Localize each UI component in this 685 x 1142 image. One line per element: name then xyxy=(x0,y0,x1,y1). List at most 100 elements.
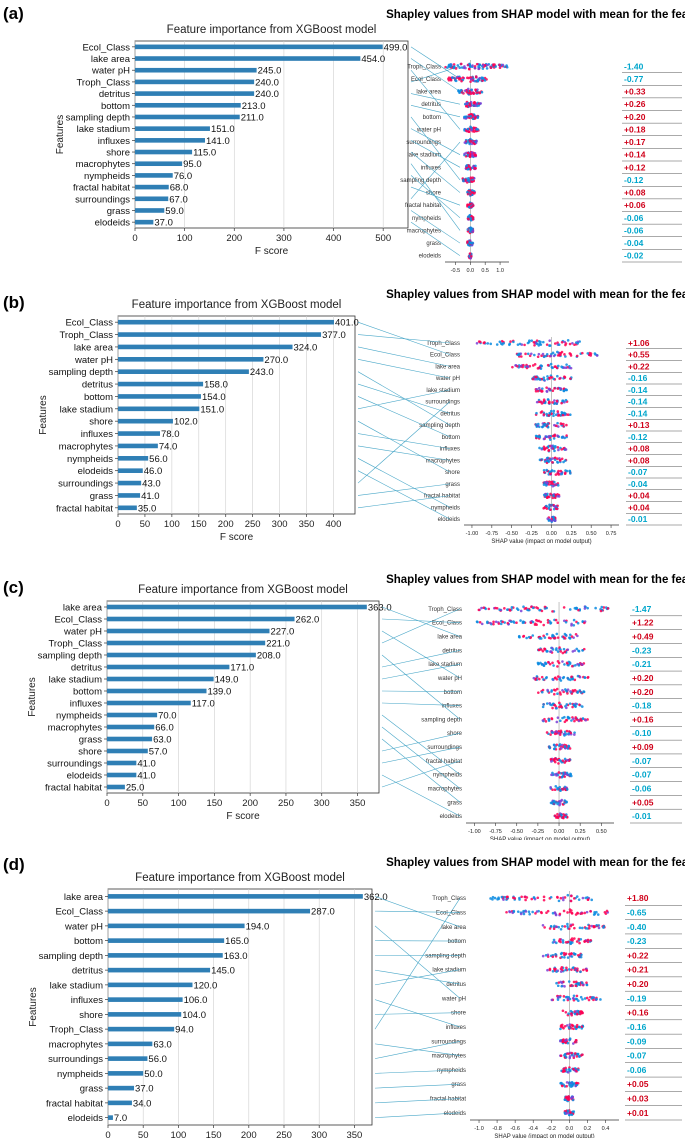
shap-mean-value: -0.09 xyxy=(627,1036,647,1046)
bar xyxy=(135,102,241,108)
bar-value-label: 57.0 xyxy=(149,747,168,758)
bar xyxy=(118,357,264,362)
shap-point xyxy=(551,648,555,651)
panel-c: (c) Feature importance from XGBoost model… xyxy=(0,565,685,840)
shap-point xyxy=(468,104,471,107)
bar xyxy=(135,56,361,61)
shap-point xyxy=(535,339,539,342)
shap-point xyxy=(573,1040,577,1044)
shap-point xyxy=(466,151,470,155)
shap-point xyxy=(564,620,568,624)
shap-point xyxy=(581,663,584,666)
bar xyxy=(108,1012,182,1017)
connector-line xyxy=(357,401,451,484)
shap-point xyxy=(579,937,583,941)
shap-feature-label: lake stadium xyxy=(426,388,460,394)
shap-x-tick-label: -1.0 xyxy=(474,1126,483,1132)
shap-mean-value: +0.03 xyxy=(627,1094,649,1104)
shap-point xyxy=(555,981,558,985)
shap-point xyxy=(573,688,577,692)
shap-point xyxy=(531,364,535,367)
shap-point xyxy=(565,1084,568,1088)
x-tick-label: 350 xyxy=(350,798,366,809)
shap-point xyxy=(556,434,559,438)
shap-point xyxy=(456,64,460,67)
shap-point xyxy=(592,998,595,1002)
bar-value-label: 117.0 xyxy=(192,699,215,710)
shap-point xyxy=(516,910,520,913)
shap-point xyxy=(480,622,484,626)
shap-point xyxy=(537,619,541,623)
panel-label: (a) xyxy=(3,4,24,23)
panel-label: (c) xyxy=(3,578,24,597)
shap-point xyxy=(542,898,546,902)
shap-point xyxy=(473,101,477,104)
shap-point xyxy=(556,341,559,344)
bar-value-label: 377.0 xyxy=(322,330,346,341)
shap-x-tick-label: -0.6 xyxy=(510,1126,519,1132)
shap-point xyxy=(558,677,561,681)
y-tick-label: lake stadium xyxy=(77,124,130,135)
connector-line xyxy=(357,445,451,461)
shap-point xyxy=(492,620,495,624)
shap-point xyxy=(548,967,552,971)
shap-point xyxy=(565,788,569,791)
y-tick-label: macrophytes xyxy=(59,441,114,452)
shap-point xyxy=(560,472,563,476)
shap-feature-label: macrophytes xyxy=(407,228,441,234)
shap-point xyxy=(573,1012,577,1016)
shap-point xyxy=(554,953,557,956)
bar xyxy=(118,344,293,350)
shap-point xyxy=(575,1012,579,1016)
shap-point xyxy=(545,702,549,705)
shap-point xyxy=(573,926,576,930)
y-tick-label: grass xyxy=(80,1084,103,1095)
shap-point xyxy=(575,647,579,651)
shap-point xyxy=(461,76,465,79)
shap-point xyxy=(533,353,536,357)
shap-point xyxy=(523,343,526,347)
shap-point xyxy=(549,492,552,496)
x-tick-label: 100 xyxy=(164,519,180,530)
x-tick-label: 500 xyxy=(375,233,391,244)
shap-point xyxy=(519,609,523,613)
shap-x-tick-label: -0.25 xyxy=(525,531,538,537)
shap-point xyxy=(470,77,473,81)
shap-point xyxy=(557,762,560,765)
shap-mean-value: -0.06 xyxy=(632,783,652,793)
shap-point xyxy=(498,608,501,611)
y-tick-label: detritus xyxy=(72,966,103,977)
shap-point xyxy=(561,676,565,680)
shap-point xyxy=(519,912,523,916)
y-tick-label: bottom xyxy=(74,936,103,947)
connector-line xyxy=(357,420,451,473)
shap-point xyxy=(541,954,545,958)
y-tick-label: detritus xyxy=(71,663,102,674)
shap-point xyxy=(602,926,605,929)
shap-point xyxy=(546,955,550,958)
shap-point xyxy=(583,621,586,625)
shap-feature-label: elodeids xyxy=(438,517,460,523)
bar xyxy=(135,173,173,178)
shap-point xyxy=(566,716,570,719)
shap-point xyxy=(562,813,565,816)
shap-mean-value: +0.20 xyxy=(632,687,654,697)
shap-point xyxy=(557,732,561,735)
bar xyxy=(108,1071,144,1076)
shap-point xyxy=(475,620,479,623)
y-tick-label: lake stadium xyxy=(49,675,102,686)
y-tick-label: nympheids xyxy=(67,454,113,465)
shap-mean-value: +0.13 xyxy=(628,420,650,430)
x-tick-label: 100 xyxy=(170,1130,186,1138)
shap-point xyxy=(510,620,513,624)
shap-mean-value: +0.08 xyxy=(624,188,646,198)
shap-point xyxy=(526,365,530,369)
shap-feature-label: lake area xyxy=(435,364,460,370)
shap-x-tick-label: -0.25 xyxy=(532,829,545,835)
shap-point xyxy=(568,1055,572,1058)
shap-point xyxy=(547,718,551,721)
shap-point xyxy=(568,636,571,639)
shap-point xyxy=(556,457,559,461)
shap-point xyxy=(542,424,545,428)
shap-mean-value: +0.08 xyxy=(628,455,650,465)
